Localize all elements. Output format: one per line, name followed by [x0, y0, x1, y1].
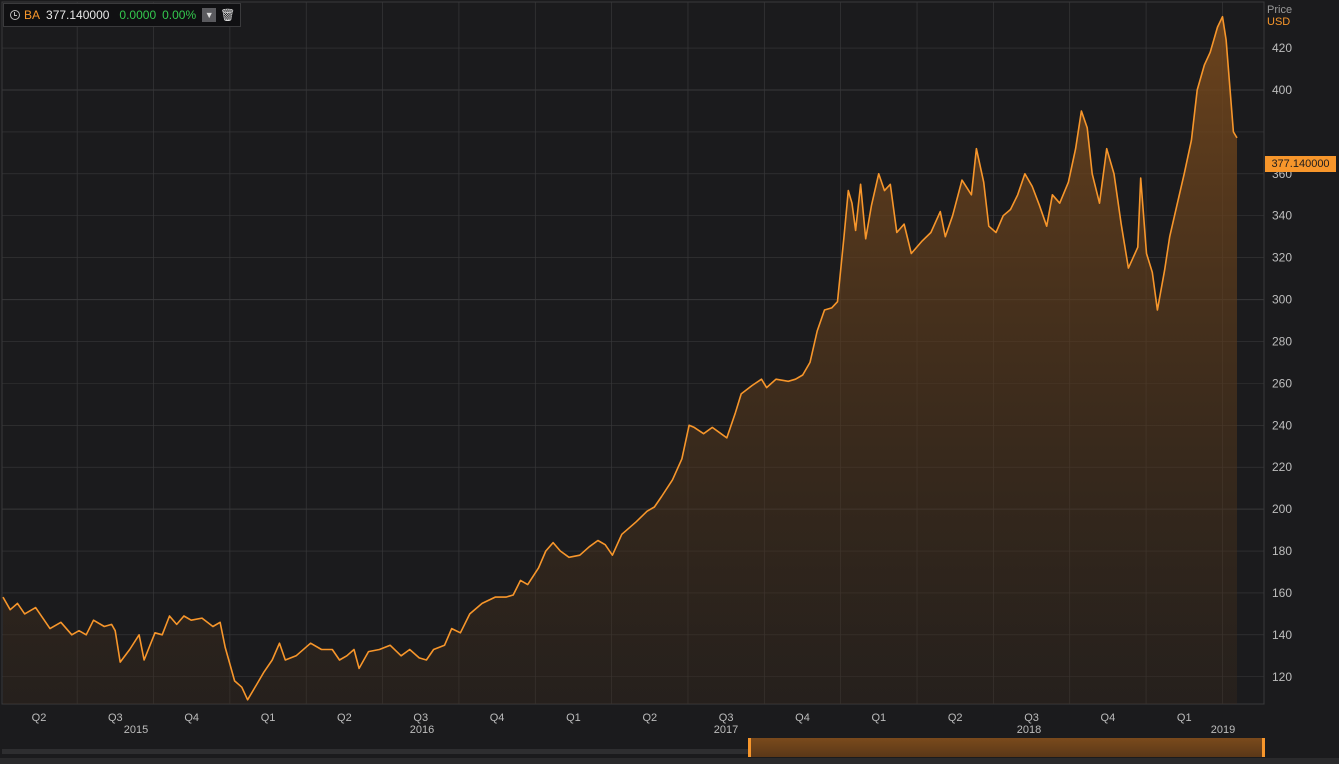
x-tick-label: Q4 [795, 712, 810, 724]
series-layer [2, 15, 1238, 704]
y-tick-label: 300 [1272, 293, 1292, 307]
ticker-symbol: BA [24, 8, 41, 22]
y-tick-label: 420 [1272, 41, 1292, 55]
x-tick-label: Q1 [872, 712, 887, 724]
y-tick-label: 400 [1272, 83, 1292, 97]
instrument-legend[interactable]: BA 377.140000 0.0000 0.00% ▼ 🗑 [3, 3, 242, 27]
last-price: 377.140000 [46, 8, 110, 22]
y-tick-label: 180 [1272, 544, 1292, 558]
y-axis-ticks: 1201401601802002202402602803003203403604… [1272, 41, 1292, 684]
time-range-navigator[interactable] [748, 738, 1265, 757]
trash-icon[interactable]: 🗑 [220, 8, 236, 22]
x-tick-label: Q2 [337, 712, 352, 724]
y-tick-label: 340 [1272, 209, 1292, 223]
x-tick-label: Q4 [184, 712, 199, 724]
series-line [2, 15, 1238, 701]
y-axis-title: Price [1267, 4, 1293, 16]
chevron-down-icon[interactable]: ▼ [202, 8, 217, 22]
series-area [3, 16, 1237, 704]
x-tick-label: Q1 [261, 712, 276, 724]
y-tick-label: 280 [1272, 334, 1292, 348]
price-change-pct: 0.00% [162, 8, 197, 22]
last-price-tag: 377.140000 [1265, 156, 1336, 172]
y-tick-label: 160 [1272, 586, 1292, 600]
year-label: 2016 [410, 724, 434, 736]
x-tick-label: Q2 [948, 712, 963, 724]
year-label: 2017 [714, 724, 738, 736]
x-tick-label: Q3 [413, 712, 428, 724]
x-tick-label: Q3 [108, 712, 123, 724]
bottom-strip [0, 758, 1339, 764]
y-tick-label: 200 [1272, 502, 1292, 516]
y-tick-label: 120 [1272, 670, 1292, 684]
clock-icon [10, 10, 20, 20]
y-axis-unit: USD [1267, 16, 1291, 28]
x-tick-label: Q2 [32, 712, 47, 724]
x-axis-ticks: Q2 Q3 Q4 Q1 Q2 Q3 Q4 Q1 Q2 Q3 Q4 Q1 Q2 Q3 Q4 Q1 2015 2016… [32, 712, 1236, 736]
y-tick-label: 260 [1272, 376, 1292, 390]
price-change: 0.0000 [119, 8, 157, 22]
y-tick-label: 240 [1272, 418, 1292, 432]
x-tick-label: Q1 [1177, 712, 1192, 724]
y-tick-label: 220 [1272, 460, 1292, 474]
time-scrollbar-track[interactable] [2, 749, 1264, 754]
x-tick-label: Q1 [566, 712, 581, 724]
x-tick-label: Q4 [490, 712, 505, 724]
x-tick-label: Q3 [1024, 712, 1039, 724]
year-label: 2019 [1211, 724, 1235, 736]
x-tick-label: Q2 [642, 712, 657, 724]
year-label: 2015 [124, 724, 148, 736]
year-label: 2018 [1017, 724, 1041, 736]
y-tick-label: 320 [1272, 251, 1292, 265]
y-tick-label: 140 [1272, 628, 1292, 642]
x-tick-label: Q4 [1101, 712, 1116, 724]
x-tick-label: Q3 [719, 712, 734, 724]
